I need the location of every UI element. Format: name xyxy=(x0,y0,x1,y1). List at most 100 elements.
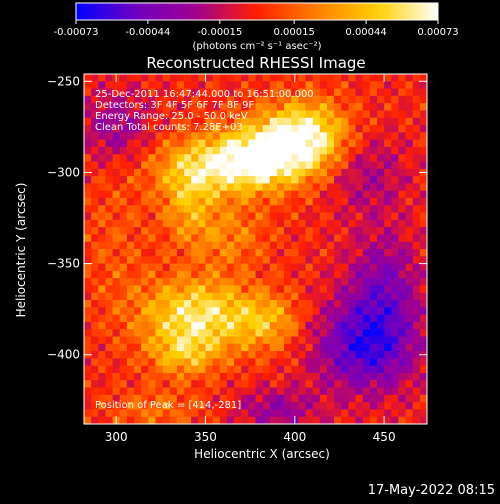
heatmap-cell xyxy=(126,168,135,177)
heatmap-cell xyxy=(376,358,385,367)
heatmap-cell xyxy=(348,146,356,155)
heatmap-cell xyxy=(84,321,92,330)
heatmap-cell xyxy=(234,139,242,148)
heatmap-cell xyxy=(384,278,392,286)
heatmap-cell xyxy=(312,351,321,359)
heatmap-cell xyxy=(105,227,113,235)
heatmap-cell xyxy=(334,234,342,243)
heatmap-cell xyxy=(291,314,299,323)
heatmap-cell xyxy=(126,74,135,82)
heatmap-cell xyxy=(376,278,385,286)
heatmap-cell xyxy=(398,154,406,162)
heatmap-cell xyxy=(341,241,349,250)
heatmap-cell xyxy=(341,117,349,126)
heatmap-cell xyxy=(155,132,164,141)
heatmap-cell xyxy=(391,197,399,206)
heatmap-cell xyxy=(305,125,314,133)
heatmap-cell xyxy=(148,380,156,388)
heatmap-cell xyxy=(148,402,156,410)
heatmap-cell xyxy=(326,358,335,367)
heatmap-cell xyxy=(234,329,242,337)
heatmap-cell xyxy=(262,205,271,213)
heatmap-cell xyxy=(119,125,128,133)
heatmap-cell xyxy=(119,190,128,199)
heatmap-cell xyxy=(412,190,421,199)
heatmap-cell xyxy=(226,256,235,264)
heatmap-cell xyxy=(269,285,278,294)
heatmap-cell xyxy=(84,139,92,148)
heatmap-cell xyxy=(155,212,164,221)
heatmap-cell xyxy=(255,212,264,221)
heatmap-cell xyxy=(305,176,314,184)
heatmap-cell xyxy=(391,110,399,119)
heatmap-cell xyxy=(134,416,142,425)
heatmap-cell xyxy=(362,146,371,155)
heatmap-cell xyxy=(84,161,92,170)
heatmap-cell xyxy=(384,256,392,264)
heatmap-cell xyxy=(155,197,164,206)
heatmap-cell xyxy=(412,103,421,111)
heatmap-cell xyxy=(219,278,228,286)
heatmap-cell xyxy=(355,270,364,279)
heatmap-cell xyxy=(312,110,321,119)
heatmap-cell xyxy=(291,372,299,381)
heatmap-cell xyxy=(105,387,113,396)
heatmap-cell xyxy=(326,139,335,148)
heatmap-cell xyxy=(369,249,378,257)
heatmap-cell xyxy=(191,307,199,316)
heatmap-cell xyxy=(169,321,178,330)
heatmap-cell xyxy=(169,285,178,294)
heatmap-cell xyxy=(148,416,156,425)
heatmap-cell xyxy=(184,146,192,155)
heatmap-cell xyxy=(148,278,156,286)
heatmap-cell xyxy=(348,234,356,243)
heatmap-cell xyxy=(398,409,406,418)
heatmap-cell xyxy=(405,300,414,308)
heatmap-cell xyxy=(148,88,156,97)
heatmap-cell xyxy=(198,234,206,243)
heatmap-cell xyxy=(91,212,99,221)
heatmap-cell xyxy=(212,74,221,82)
heatmap-cell xyxy=(412,365,421,374)
heatmap-cell xyxy=(212,241,221,250)
heatmap-cell xyxy=(176,285,185,294)
heatmap-cell xyxy=(126,227,135,235)
heatmap-cell xyxy=(126,81,135,89)
heatmap-cell xyxy=(184,117,192,126)
heatmap-cell xyxy=(384,329,392,337)
heatmap-cell xyxy=(398,146,406,155)
image-annotations: 25-Dec-2011 16:47:44.000 to 16:51:00.000… xyxy=(95,89,314,411)
heatmap-cell xyxy=(419,95,428,104)
heatmap-cell xyxy=(276,358,285,367)
heatmap-cell xyxy=(291,263,299,272)
heatmap-cell xyxy=(176,372,185,381)
heatmap-cell xyxy=(348,205,356,213)
heatmap-cell xyxy=(162,190,171,199)
heatmap-cell xyxy=(391,241,399,250)
heatmap-cell xyxy=(391,409,399,418)
heatmap-cell xyxy=(305,154,314,162)
heatmap-cell xyxy=(176,183,185,192)
heatmap-cell xyxy=(262,139,271,148)
heatmap-cell xyxy=(198,146,206,155)
heatmap-cell xyxy=(98,292,106,301)
heatmap-cell xyxy=(269,234,278,243)
heatmap-cell xyxy=(226,125,235,133)
heatmap-cell xyxy=(198,176,206,184)
heatmap-cell xyxy=(355,351,364,359)
heatmap-cell xyxy=(184,380,192,388)
heatmap-cell xyxy=(248,190,256,199)
heatmap-cell xyxy=(312,241,321,250)
heatmap-cell xyxy=(91,249,99,257)
heatmap-cell xyxy=(391,154,399,162)
heatmap-cell xyxy=(405,197,414,206)
heatmap-cell xyxy=(291,387,299,396)
annotation-total-counts: Clean Total counts: 7.28E+03 xyxy=(95,122,243,133)
heatmap-cell xyxy=(298,307,306,316)
heatmap-cell xyxy=(112,402,121,410)
heatmap-cell xyxy=(312,197,321,206)
heatmap-cell xyxy=(248,336,256,345)
heatmap-cell xyxy=(119,416,128,425)
heatmap-cell xyxy=(226,212,235,221)
heatmap-cell xyxy=(119,409,128,418)
